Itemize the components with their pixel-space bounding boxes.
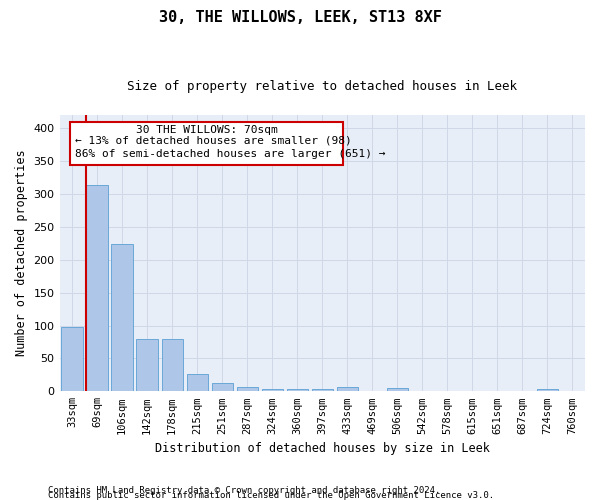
Title: Size of property relative to detached houses in Leek: Size of property relative to detached ho…	[127, 80, 517, 93]
Bar	[537, 390, 558, 392]
Bar	[311, 390, 333, 392]
Bar	[236, 388, 258, 392]
Text: 30, THE WILLOWS, LEEK, ST13 8XF: 30, THE WILLOWS, LEEK, ST13 8XF	[158, 10, 442, 25]
Y-axis label: Number of detached properties: Number of detached properties	[15, 150, 28, 356]
X-axis label: Distribution of detached houses by size in Leek: Distribution of detached houses by size …	[155, 442, 490, 455]
Bar	[161, 338, 183, 392]
FancyBboxPatch shape	[70, 122, 343, 164]
Bar	[337, 388, 358, 392]
Bar	[112, 244, 133, 392]
Text: Contains public sector information licensed under the Open Government Licence v3: Contains public sector information licen…	[48, 490, 494, 500]
Bar	[262, 390, 283, 392]
Bar	[136, 338, 158, 392]
Text: 86% of semi-detached houses are larger (651) →: 86% of semi-detached houses are larger (…	[76, 148, 386, 158]
Bar	[61, 327, 83, 392]
Bar	[187, 374, 208, 392]
Bar	[212, 384, 233, 392]
Bar	[287, 388, 308, 392]
Text: Contains HM Land Registry data © Crown copyright and database right 2024.: Contains HM Land Registry data © Crown c…	[48, 486, 440, 495]
Bar	[387, 388, 408, 392]
Text: 30 THE WILLOWS: 70sqm: 30 THE WILLOWS: 70sqm	[136, 124, 278, 134]
Text: ← 13% of detached houses are smaller (98): ← 13% of detached houses are smaller (98…	[76, 136, 352, 145]
Bar	[86, 186, 108, 392]
